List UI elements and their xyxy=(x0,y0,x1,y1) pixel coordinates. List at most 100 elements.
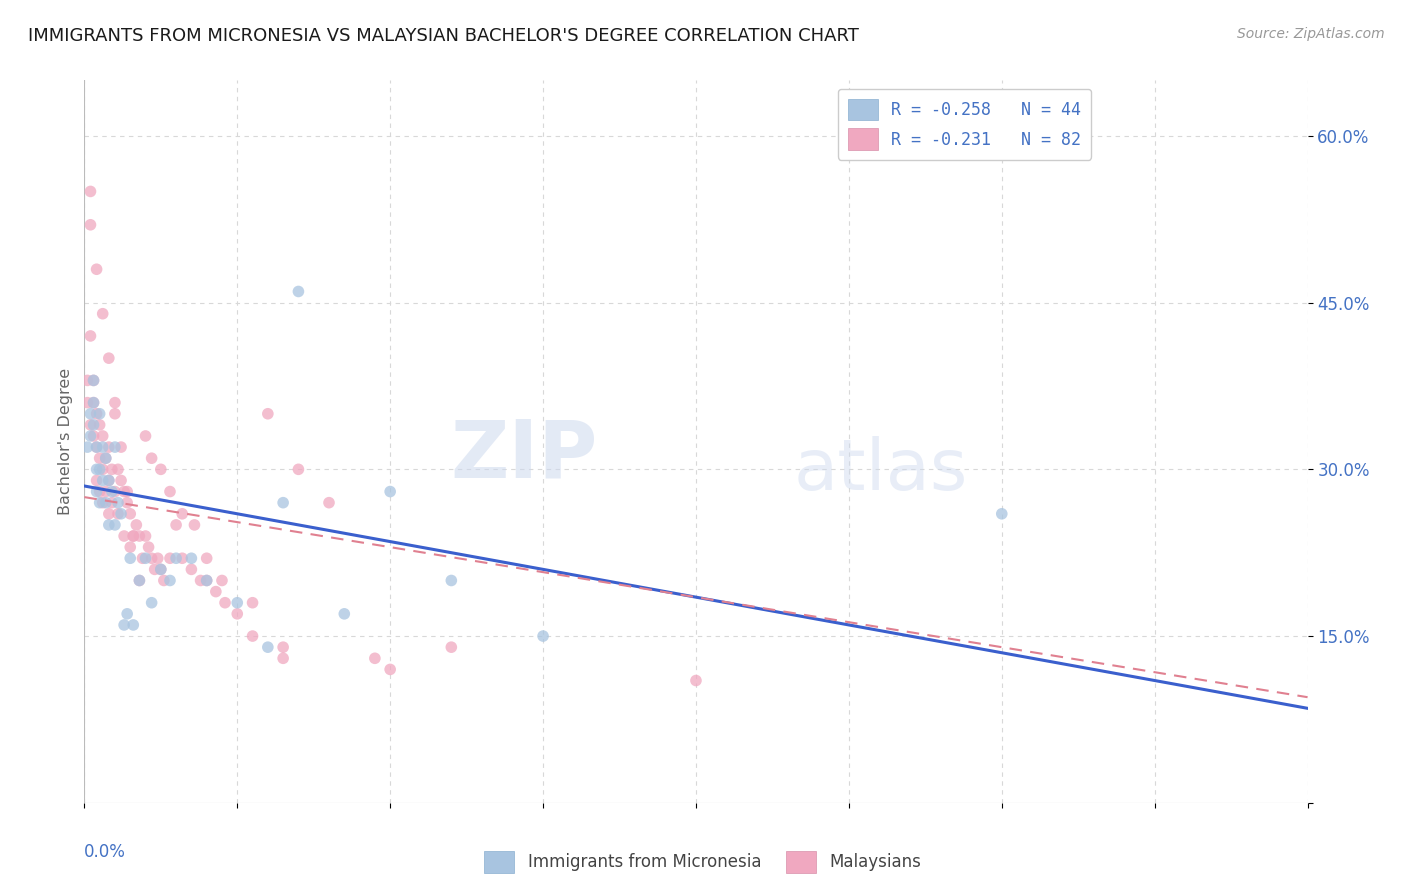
Point xyxy=(165,551,187,566)
Text: IMMIGRANTS FROM MICRONESIA VS MALAYSIAN BACHELOR'S DEGREE CORRELATION CHART: IMMIGRANTS FROM MICRONESIA VS MALAYSIAN … xyxy=(28,27,859,45)
Point xyxy=(271,640,294,655)
Point xyxy=(91,496,114,510)
Point xyxy=(128,574,150,588)
Point xyxy=(89,462,111,476)
Point xyxy=(440,574,463,588)
Point xyxy=(110,440,132,454)
Point xyxy=(120,540,142,554)
Point xyxy=(86,474,108,488)
Point xyxy=(128,529,150,543)
Point xyxy=(97,507,120,521)
Point xyxy=(226,607,249,621)
Point xyxy=(180,551,202,566)
Point xyxy=(195,574,218,588)
Point xyxy=(190,574,212,588)
Point xyxy=(242,596,264,610)
Point xyxy=(318,496,340,510)
Point xyxy=(214,596,236,610)
Point xyxy=(380,484,402,499)
Point xyxy=(165,517,187,532)
Point xyxy=(89,417,111,432)
Point xyxy=(104,517,127,532)
Point xyxy=(97,440,120,454)
Point xyxy=(205,584,228,599)
Point xyxy=(685,673,707,688)
Point xyxy=(107,462,129,476)
Point xyxy=(86,440,108,454)
Point xyxy=(112,618,135,632)
Point xyxy=(146,551,169,566)
Point xyxy=(104,395,127,409)
Point xyxy=(83,429,105,443)
Point xyxy=(153,574,176,588)
Point xyxy=(101,496,124,510)
Point xyxy=(79,329,101,343)
Point xyxy=(89,484,111,499)
Point xyxy=(76,395,98,409)
Point xyxy=(83,417,105,432)
Point xyxy=(138,540,160,554)
Point xyxy=(115,496,138,510)
Point xyxy=(79,417,101,432)
Point xyxy=(125,517,148,532)
Legend: Immigrants from Micronesia, Malaysians: Immigrants from Micronesia, Malaysians xyxy=(478,845,928,880)
Point xyxy=(101,484,124,499)
Point xyxy=(141,551,163,566)
Point xyxy=(135,429,157,443)
Point xyxy=(110,474,132,488)
Point xyxy=(83,395,105,409)
Point xyxy=(97,517,120,532)
Point xyxy=(97,351,120,366)
Point xyxy=(97,474,120,488)
Point xyxy=(180,562,202,576)
Point xyxy=(79,218,101,232)
Point xyxy=(115,607,138,621)
Point xyxy=(226,596,249,610)
Point xyxy=(122,618,145,632)
Point xyxy=(91,440,114,454)
Text: Source: ZipAtlas.com: Source: ZipAtlas.com xyxy=(1237,27,1385,41)
Point xyxy=(159,551,181,566)
Point xyxy=(86,440,108,454)
Point xyxy=(172,507,194,521)
Point xyxy=(104,407,127,421)
Point xyxy=(120,551,142,566)
Point xyxy=(531,629,554,643)
Point xyxy=(86,462,108,476)
Point xyxy=(76,373,98,387)
Point xyxy=(79,407,101,421)
Point xyxy=(143,562,166,576)
Y-axis label: Bachelor's Degree: Bachelor's Degree xyxy=(58,368,73,515)
Point xyxy=(135,529,157,543)
Point xyxy=(97,474,120,488)
Point xyxy=(122,529,145,543)
Point xyxy=(128,574,150,588)
Point xyxy=(91,474,114,488)
Text: atlas: atlas xyxy=(794,436,969,505)
Point xyxy=(79,429,101,443)
Point xyxy=(101,462,124,476)
Point xyxy=(110,507,132,521)
Point xyxy=(257,407,280,421)
Point xyxy=(86,407,108,421)
Point xyxy=(107,507,129,521)
Point xyxy=(83,373,105,387)
Point xyxy=(104,484,127,499)
Point xyxy=(135,551,157,566)
Point xyxy=(141,451,163,466)
Point xyxy=(112,484,135,499)
Point xyxy=(271,496,294,510)
Text: 0.0%: 0.0% xyxy=(84,843,127,861)
Point xyxy=(257,640,280,655)
Text: ZIP: ZIP xyxy=(451,417,598,495)
Point xyxy=(440,640,463,655)
Point xyxy=(76,440,98,454)
Point xyxy=(287,462,309,476)
Point xyxy=(120,507,142,521)
Point xyxy=(89,407,111,421)
Point xyxy=(83,373,105,387)
Point xyxy=(86,262,108,277)
Point xyxy=(89,451,111,466)
Point xyxy=(183,517,205,532)
Point xyxy=(172,551,194,566)
